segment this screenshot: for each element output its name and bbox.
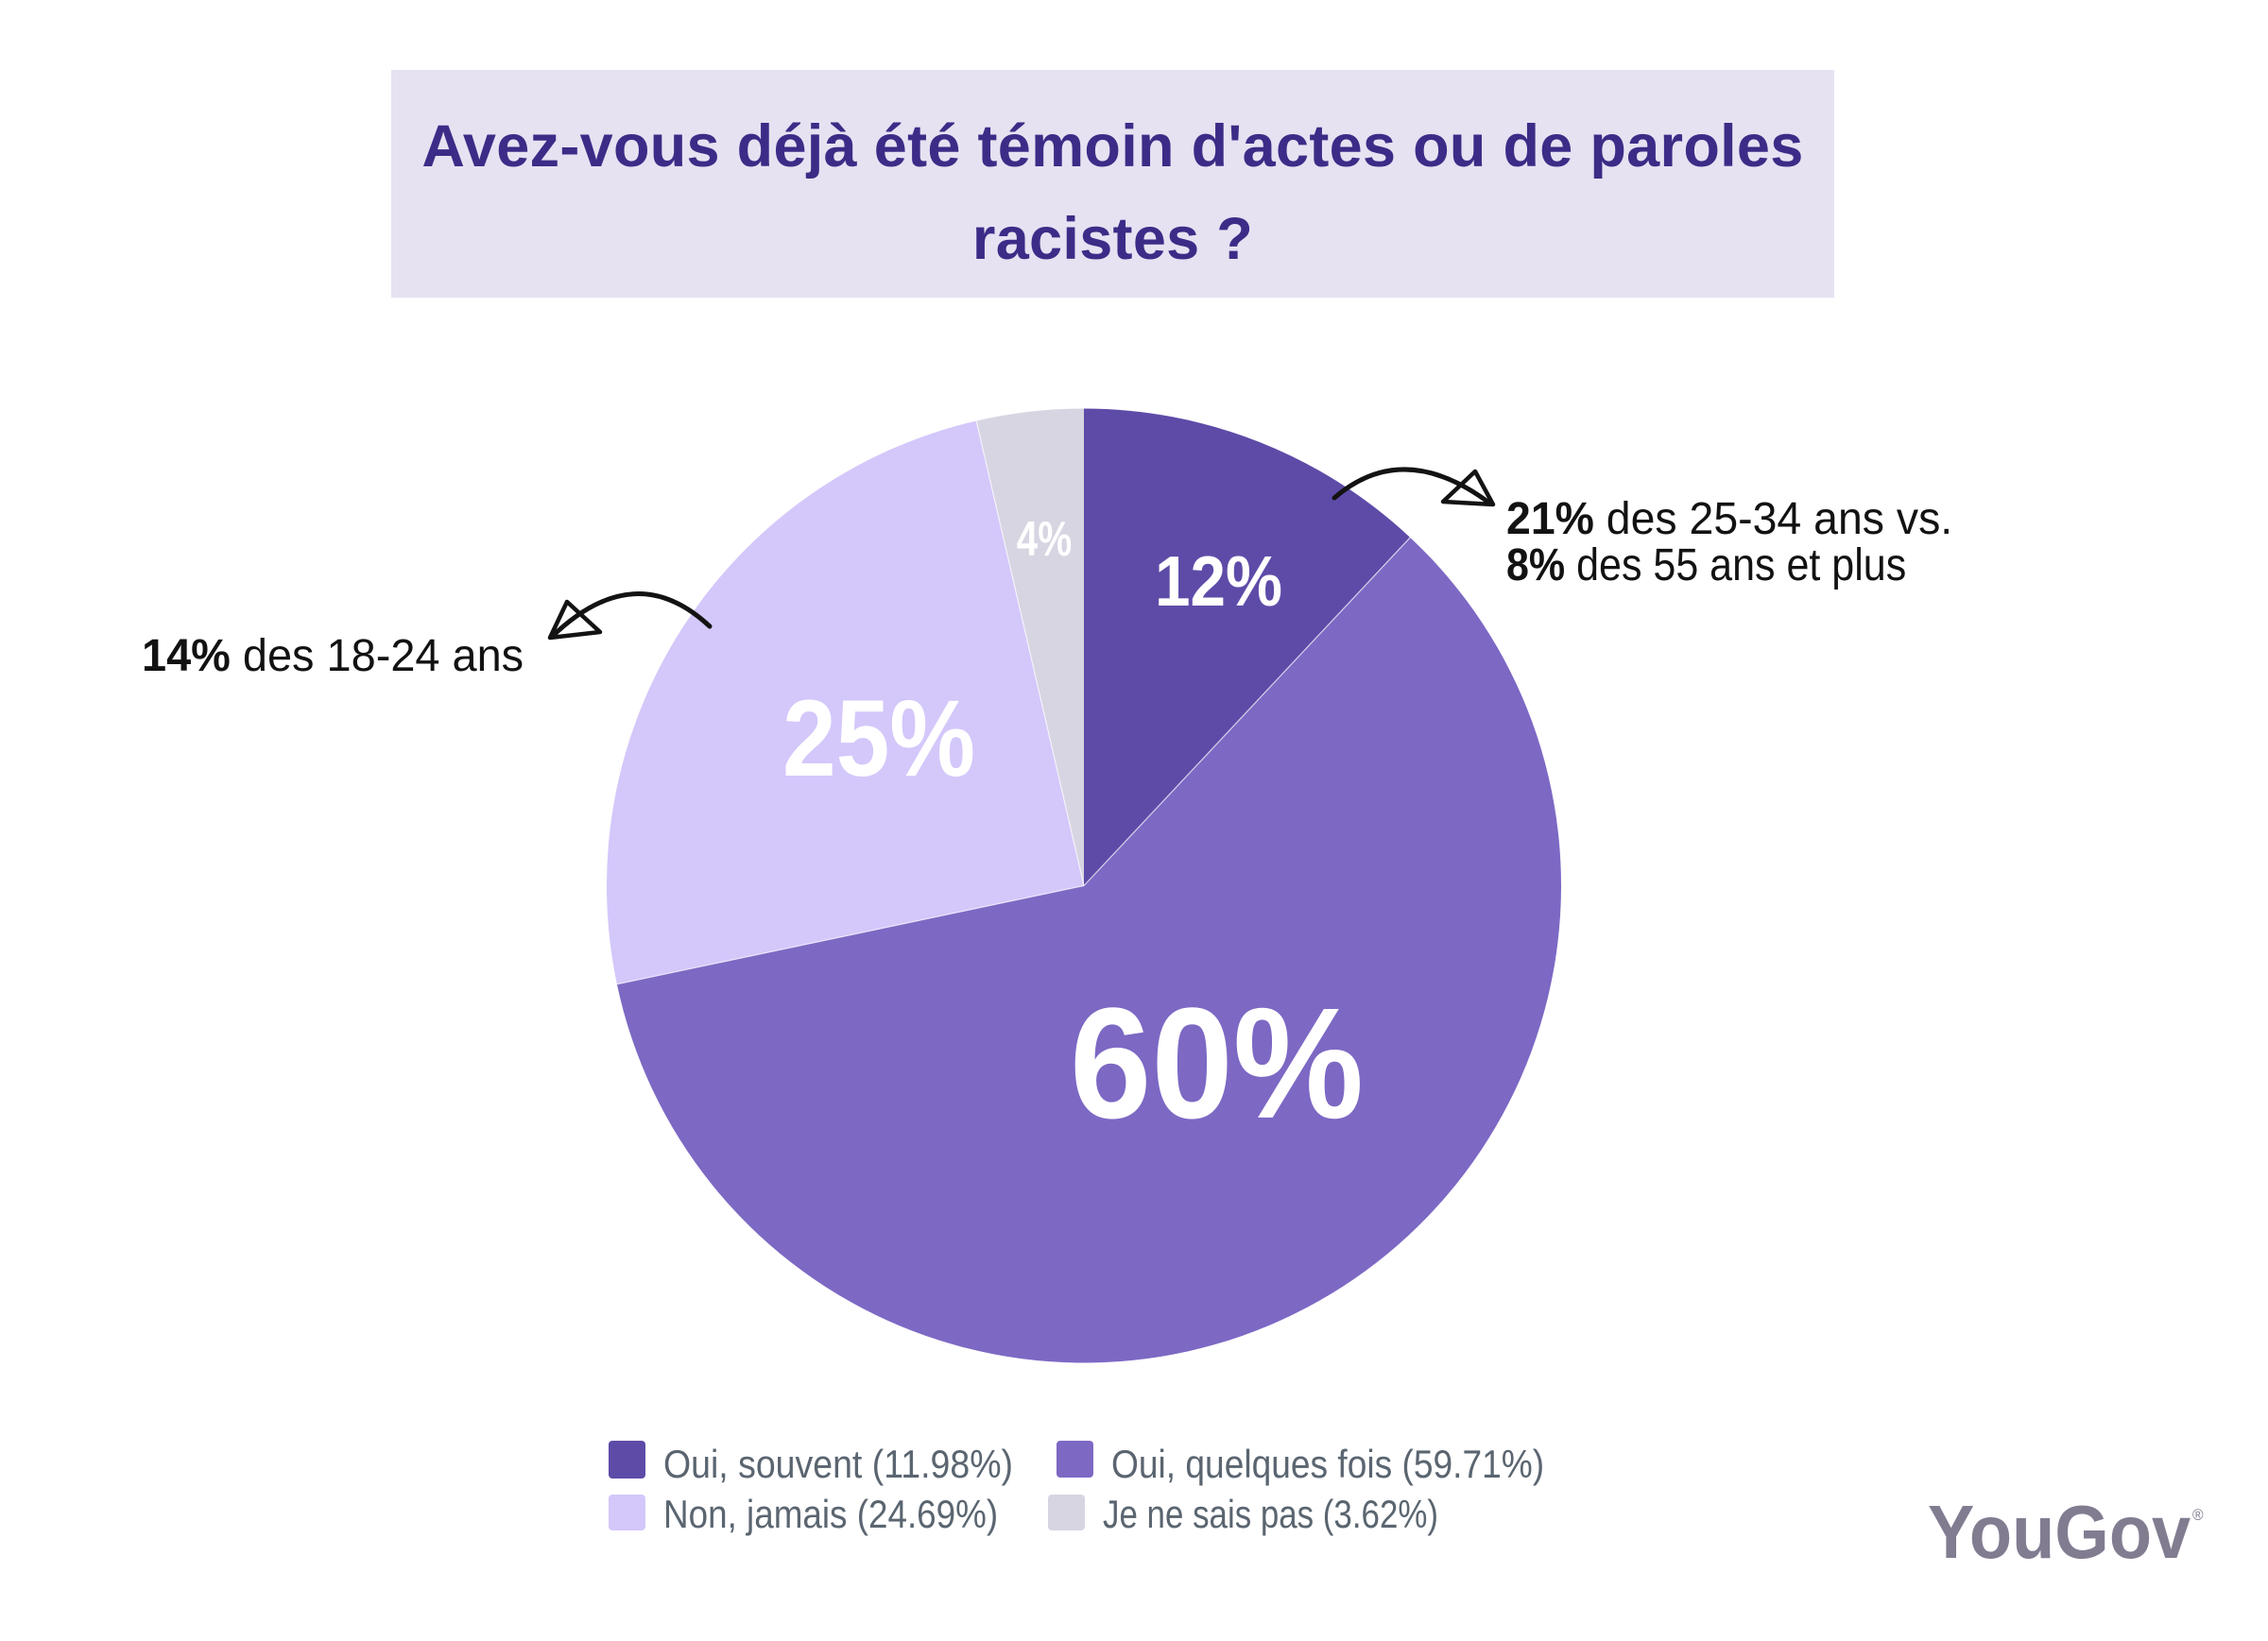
svg-text:60%: 60%	[1070, 976, 1364, 1152]
svg-text:25%: 25%	[782, 678, 975, 799]
svg-text:12%: 12%	[1155, 541, 1282, 621]
svg-text:4%: 4%	[1017, 512, 1073, 567]
